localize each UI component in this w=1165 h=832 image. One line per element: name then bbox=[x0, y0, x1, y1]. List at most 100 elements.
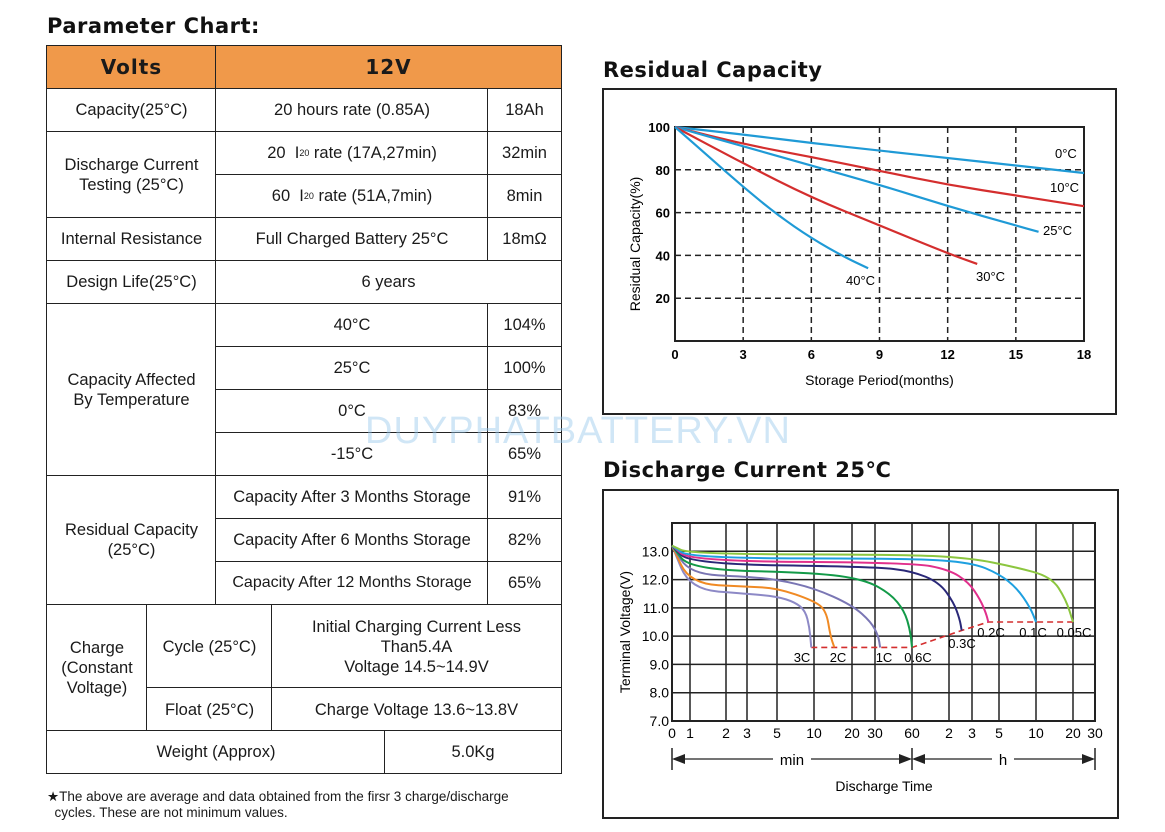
y-tick-label: 12.0 bbox=[642, 572, 669, 588]
range-label-h: h bbox=[999, 752, 1007, 769]
discharge-current-chart-title: Discharge Current 25℃ bbox=[603, 458, 892, 482]
series-line bbox=[671, 545, 813, 648]
design-life-value: 6 years bbox=[215, 260, 562, 304]
capacity-value: 18Ah bbox=[487, 88, 562, 132]
header-volts-label: Volts bbox=[46, 45, 217, 89]
series-label: 3C bbox=[794, 650, 811, 665]
temperature-capacity: 65% bbox=[487, 432, 562, 476]
series-label: 0.2C bbox=[977, 625, 1004, 640]
footnote: ★The above are average and data obtained… bbox=[47, 789, 509, 820]
discharge-current-condition: 60 I 20 rate (51A,7min) bbox=[215, 174, 489, 218]
x-tick-label: 3 bbox=[968, 725, 976, 741]
rate-detail: rate (17A,27min) bbox=[313, 144, 437, 162]
series-line bbox=[671, 545, 882, 648]
charge-cycle-label: Cycle (25°C) bbox=[146, 604, 273, 689]
y-tick-label: 7.0 bbox=[650, 713, 670, 729]
series-label: 2C bbox=[830, 650, 847, 665]
series-line bbox=[674, 125, 1039, 233]
arrowhead-icon bbox=[899, 754, 912, 764]
series-line bbox=[674, 126, 869, 270]
y-tick-label: 60 bbox=[656, 206, 670, 221]
x-tick-label: 10 bbox=[806, 725, 822, 741]
capacity-condition: 20 hours rate (0.85A) bbox=[215, 88, 489, 132]
residual-condition: Capacity After 3 Months Storage bbox=[215, 475, 489, 519]
series-label: 1C bbox=[876, 650, 893, 665]
arrowhead-icon bbox=[672, 754, 685, 764]
x-tick-label: 2 bbox=[722, 725, 730, 741]
series-label: 40°C bbox=[846, 273, 875, 288]
y-axis-label: Terminal Voltage(V) bbox=[617, 571, 633, 693]
series-label: 25°C bbox=[1043, 223, 1072, 238]
y-tick-label: 40 bbox=[656, 248, 670, 263]
internal-resistance-label: Internal Resistance bbox=[46, 217, 217, 261]
residual-condition: Capacity After 6 Months Storage bbox=[215, 518, 489, 562]
series-label: 0°C bbox=[1055, 146, 1077, 161]
weight-label: Weight (Approx) bbox=[46, 730, 386, 774]
y-tick-label: 80 bbox=[656, 163, 670, 178]
x-tick-label: 30 bbox=[867, 725, 883, 741]
x-axis-label: Discharge Time bbox=[835, 778, 932, 794]
discharge-current-chart-frame bbox=[602, 489, 1119, 819]
arrowhead-icon bbox=[1082, 754, 1095, 764]
temperature-value: -15°C bbox=[215, 432, 489, 476]
parameter-chart-title: Parameter Chart: bbox=[47, 14, 260, 38]
residual-value: 91% bbox=[487, 475, 562, 519]
y-tick-label: 9.0 bbox=[650, 656, 670, 672]
series-label: 10°C bbox=[1050, 180, 1079, 195]
rate-subscript: 20 bbox=[303, 191, 314, 201]
capacity-label: Capacity(25°C) bbox=[46, 88, 217, 132]
temperature-capacity: 104% bbox=[487, 303, 562, 347]
residual-capacity-chart-frame bbox=[602, 88, 1117, 415]
discharge-current-value: 8min bbox=[487, 174, 562, 218]
weight-value: 5.0Kg bbox=[384, 730, 562, 774]
series-label: 0.05C bbox=[1057, 625, 1092, 640]
x-tick-label: 3 bbox=[740, 347, 747, 362]
series-line bbox=[671, 544, 990, 623]
series-label: 0.1C bbox=[1019, 625, 1046, 640]
x-tick-label: 0 bbox=[668, 725, 676, 741]
plot-area bbox=[674, 126, 1085, 342]
y-tick-label: 13.0 bbox=[642, 543, 669, 559]
series-label: 30°C bbox=[976, 269, 1005, 284]
charge-cycle-value: Initial Charging Current Less Than5.4A V… bbox=[271, 604, 562, 689]
x-tick-label: 12 bbox=[940, 347, 954, 362]
x-tick-label: 30 bbox=[1087, 725, 1103, 741]
rate-subscript: 20 bbox=[299, 148, 310, 158]
internal-resistance-value: 18mΩ bbox=[487, 217, 562, 261]
rate-detail: rate (51A,7min) bbox=[318, 187, 433, 205]
x-axis-label: Storage Period(months) bbox=[805, 372, 954, 388]
x-tick-label: 1 bbox=[686, 725, 694, 741]
series-line bbox=[674, 125, 1085, 175]
x-tick-label: 3 bbox=[743, 725, 751, 741]
rate-multiplier: 20 bbox=[267, 144, 286, 162]
y-tick-label: 100 bbox=[648, 120, 670, 135]
x-tick-label: 6 bbox=[808, 347, 815, 362]
series-line bbox=[671, 544, 963, 631]
series-line bbox=[671, 545, 913, 648]
y-tick-label: 20 bbox=[656, 291, 670, 306]
temperature-value: 25°C bbox=[215, 346, 489, 390]
internal-resistance-condition: Full Charged Battery 25°C bbox=[215, 217, 489, 261]
y-tick-label: 11.0 bbox=[643, 600, 669, 616]
x-tick-label: 5 bbox=[773, 725, 781, 741]
range-label-min: min bbox=[780, 752, 804, 769]
discharge-current-condition: 20 I 20 rate (17A,27min) bbox=[215, 131, 489, 175]
x-tick-label: 9 bbox=[876, 347, 883, 362]
series-line bbox=[674, 126, 978, 265]
x-tick-label: 0 bbox=[671, 347, 678, 362]
charge-label: Charge (Constant Voltage) bbox=[46, 604, 148, 732]
charge-float-value: Charge Voltage 13.6~13.8V bbox=[271, 687, 562, 732]
plot-area bbox=[671, 522, 1096, 722]
discharge-current-label: Discharge Current Testing (25°C) bbox=[46, 131, 217, 218]
series-line bbox=[671, 545, 836, 648]
series-line bbox=[671, 544, 1074, 623]
x-tick-label: 20 bbox=[1065, 725, 1081, 741]
x-tick-label: 10 bbox=[1028, 725, 1044, 741]
x-tick-label: 5 bbox=[995, 725, 1003, 741]
arrowhead-icon bbox=[912, 754, 925, 764]
y-axis-label: Residual Capacity(%) bbox=[627, 177, 643, 312]
y-tick-label: 8.0 bbox=[650, 685, 670, 701]
series-label: 0.6C bbox=[904, 650, 931, 665]
